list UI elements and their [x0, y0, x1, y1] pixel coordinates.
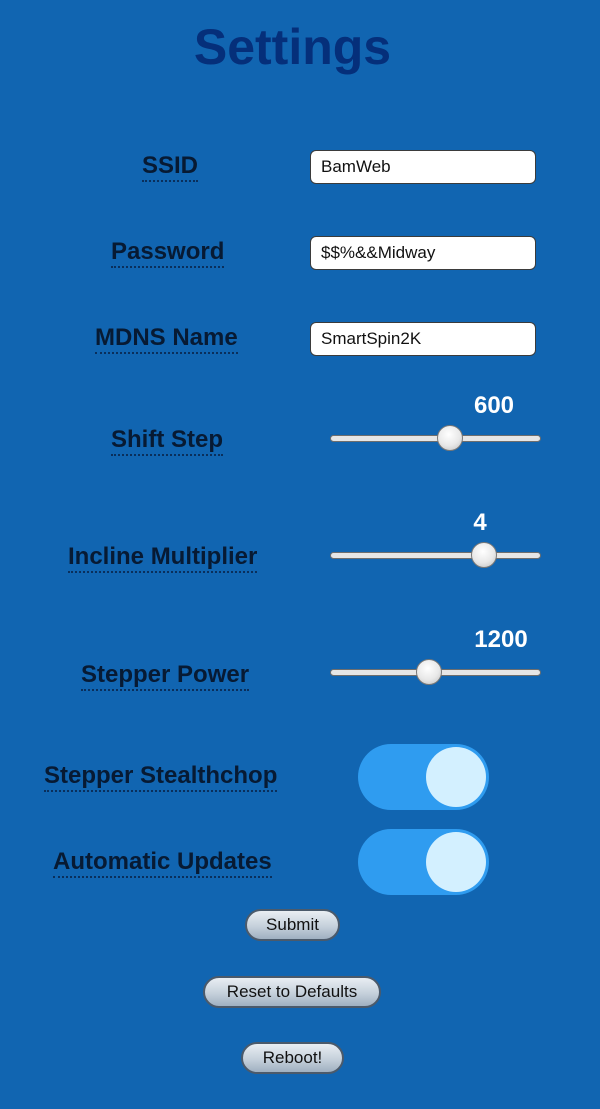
stealthchop-label: Stepper Stealthchop [44, 762, 278, 792]
incline-multiplier-label: Incline Multiplier [68, 543, 258, 573]
mdns-label: MDNS Name [95, 324, 238, 354]
slider-thumb[interactable] [471, 542, 498, 568]
slider-track [330, 552, 541, 559]
auto-updates-toggle[interactable] [358, 829, 489, 895]
page-title: Settings [193, 19, 392, 75]
shift-step-label: Shift Step [111, 426, 223, 456]
incline-multiplier-value: 4 [473, 509, 487, 536]
password-input[interactable] [310, 236, 536, 270]
slider-thumb[interactable] [437, 425, 464, 451]
ssid-label: SSID [142, 152, 199, 182]
stepper-power-value: 1200 [474, 626, 528, 653]
stepper-power-slider[interactable] [330, 659, 541, 687]
slider-thumb[interactable] [416, 659, 443, 685]
slider-track [330, 435, 541, 442]
password-label: Password [111, 238, 225, 268]
shift-step-value: 600 [473, 392, 515, 419]
ssid-input[interactable] [310, 150, 536, 184]
shift-step-slider[interactable] [330, 425, 541, 453]
toggle-knob [426, 747, 486, 807]
stealthchop-toggle[interactable] [358, 744, 489, 810]
toggle-knob [426, 832, 486, 892]
reboot-button[interactable]: Reboot! [241, 1042, 344, 1074]
submit-button[interactable]: Submit [245, 909, 340, 941]
reset-defaults-button[interactable]: Reset to Defaults [203, 976, 381, 1008]
mdns-input[interactable] [310, 322, 536, 356]
auto-updates-label: Automatic Updates [53, 848, 272, 878]
stepper-power-label: Stepper Power [81, 661, 250, 691]
incline-multiplier-slider[interactable] [330, 542, 541, 570]
